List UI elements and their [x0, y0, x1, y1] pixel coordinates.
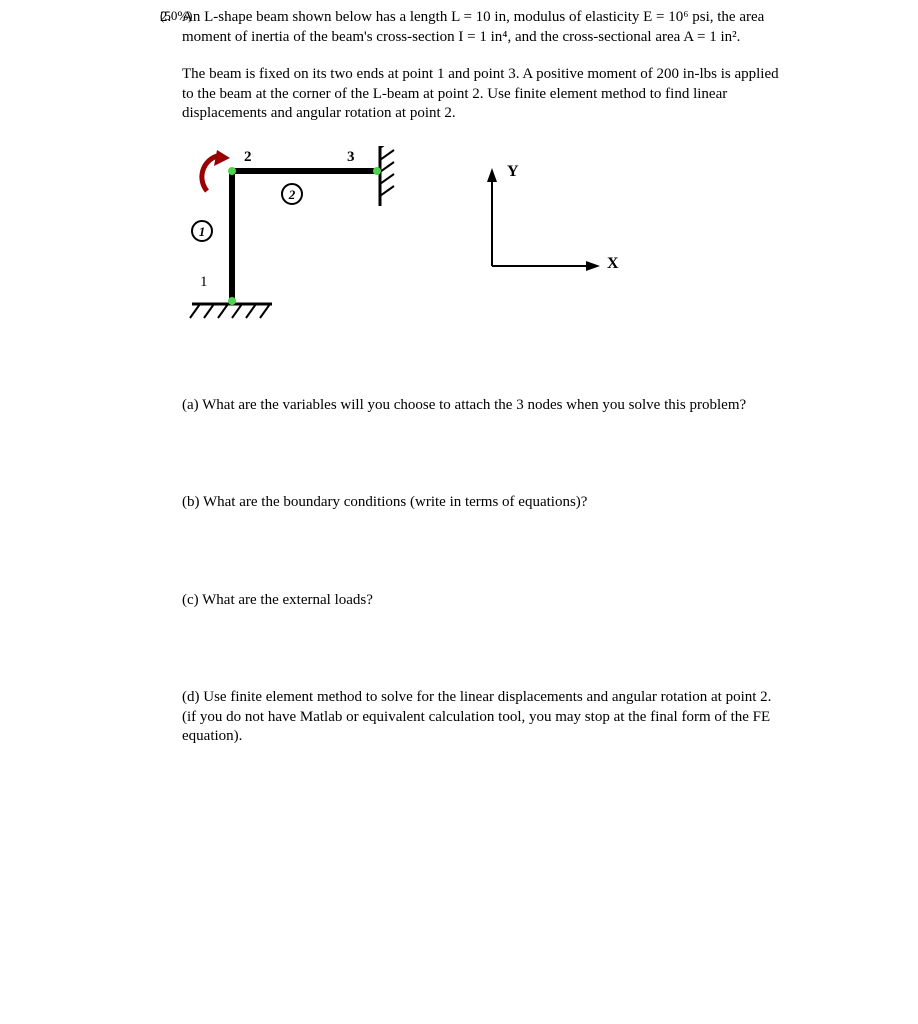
sub-b-text: What are the boundary conditions (write …	[203, 494, 587, 510]
sub-d-label: (d)	[182, 689, 200, 705]
subquestion-b: (b) What are the boundary conditions (wr…	[182, 493, 788, 513]
element-2-label: 2	[288, 187, 296, 202]
document-page: (50%) 2. An L-shape beam shown below has…	[0, 0, 918, 1024]
problem-body: An L-shape beam shown below has a length…	[182, 8, 788, 747]
l-beam-diagram: 1 2 1 2 3	[182, 146, 442, 326]
subquestion-d: (d) Use finite element method to solve f…	[182, 688, 788, 747]
points-fragment: (50%)	[160, 8, 193, 25]
sub-c-label: (c)	[182, 592, 199, 608]
sub-d-text: Use finite element method to solve for t…	[182, 689, 771, 744]
figure-container: 1 2 1 2 3 Y	[182, 146, 788, 326]
sub-a-label: (a)	[182, 397, 199, 413]
node-3-label: 3	[347, 149, 355, 165]
sub-a-text: What are the variables will you choose t…	[202, 397, 746, 413]
sub-b-label: (b)	[182, 494, 200, 510]
coordinate-axes: Y X	[472, 156, 632, 286]
intro-paragraph-2: The beam is fixed on its two ends at poi…	[182, 65, 788, 124]
element-1-label: 1	[199, 224, 206, 239]
node-2-label: 2	[244, 149, 252, 165]
node-1-label: 1	[200, 274, 208, 290]
y-axis-label: Y	[507, 163, 519, 180]
subquestion-a: (a) What are the variables will you choo…	[182, 396, 788, 416]
x-axis-label: X	[607, 255, 619, 272]
intro-paragraph-1: An L-shape beam shown below has a length…	[182, 8, 788, 47]
subquestion-c: (c) What are the external loads?	[182, 591, 788, 611]
sub-c-text: What are the external loads?	[202, 592, 373, 608]
